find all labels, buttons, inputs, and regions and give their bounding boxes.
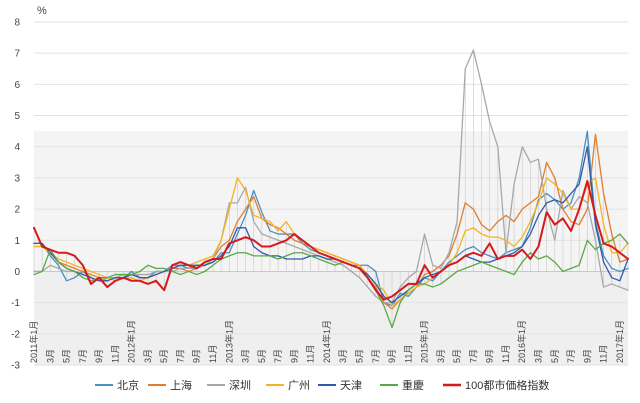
x-tick-label: 2014年1月	[321, 320, 332, 363]
y-tick-label: -1	[11, 298, 20, 309]
x-tick-label: 3月	[45, 349, 55, 363]
series-layer	[33, 49, 629, 329]
y-tick-label: 6	[14, 80, 20, 91]
x-tick-label: 7月	[78, 349, 88, 363]
y-tick-label: 1	[14, 236, 20, 247]
legend: 北京 上海 深圳 广州 天津 重慶 100都市価格指数	[95, 378, 549, 392]
x-tick-label: 9月	[387, 349, 397, 363]
shaded-positive-band	[34, 131, 628, 272]
legend-label: 重慶	[402, 378, 424, 392]
x-tick-label: 5月	[257, 349, 267, 363]
grid-layer	[34, 21, 628, 366]
y-tick-label: 5	[14, 111, 20, 122]
x-tick-label: 5月	[62, 349, 72, 363]
x-tick-label: 2012年1月	[126, 320, 137, 363]
y-tick-label: -2	[11, 329, 20, 340]
y-tick-label: 0	[14, 267, 20, 278]
x-tick-label: 11月	[306, 345, 316, 363]
legend-label: 100都市価格指数	[465, 378, 549, 392]
x-tick-label: 2011年1月	[28, 321, 39, 363]
x-tick-label: 7月	[566, 349, 576, 363]
x-axis: 2011年1月 3月 5月 7月 9月 11月 2012年1月 3月 5月 7月 9月 11月 2013…	[28, 320, 625, 363]
x-tick-label: 2013年1月	[223, 320, 234, 363]
x-tick-label: 3月	[533, 349, 543, 363]
x-tick-label: 3月	[338, 349, 348, 363]
y-tick-label: 8	[14, 18, 20, 29]
x-tick-label: 9月	[289, 349, 299, 363]
x-tick-label: 11月	[208, 345, 218, 363]
x-tick-label: 3月	[436, 349, 446, 363]
x-tick-label: 9月	[485, 349, 495, 363]
y-tick-label: 2	[14, 205, 20, 216]
y-tick-label: 3	[14, 173, 20, 184]
x-tick-label: 7月	[273, 349, 283, 363]
legend-label: 广州	[288, 379, 310, 392]
x-tick-label: 9月	[582, 349, 592, 363]
x-tick-label: 5月	[452, 349, 462, 363]
x-tick-label: 11月	[599, 345, 609, 363]
plot-background	[34, 131, 628, 365]
x-tick-label: 5月	[354, 349, 364, 363]
series-line-4	[33, 146, 629, 304]
x-tick-label: 3月	[143, 349, 153, 363]
x-tick-label: 5月	[159, 349, 169, 363]
x-tick-label: 5月	[550, 349, 560, 363]
x-tick-label: 2015年1月	[419, 320, 430, 363]
legend-label: 深圳	[229, 379, 251, 392]
x-tick-label: 9月	[192, 349, 202, 363]
series-line-6	[33, 180, 629, 301]
series-line-3	[33, 177, 629, 307]
x-tick-label: 3月	[241, 349, 251, 363]
legend-label: 上海	[170, 378, 192, 392]
x-tick-label: 7月	[371, 349, 381, 363]
x-tick-label: 7月	[175, 349, 185, 363]
x-tick-label: 2016年1月	[516, 320, 527, 363]
shaded-negative-band	[34, 271, 628, 365]
series-line-5	[33, 233, 629, 329]
y-tick-label: 7	[14, 49, 20, 60]
x-tick-label: 11月	[110, 345, 120, 363]
y-tick-label: 4	[14, 142, 20, 153]
legend-label: 天津	[340, 379, 362, 392]
x-tick-label: 11月	[501, 345, 511, 363]
legend-label: 北京	[117, 378, 139, 392]
y-axis: -3 -2 -1 0 1 2 3 4 5 6 7 8	[11, 18, 20, 372]
y-axis-unit-label: %	[37, 5, 47, 17]
x-tick-label: 11月	[403, 345, 413, 363]
x-tick-label: 7月	[468, 349, 478, 363]
y-tick-label: -3	[11, 361, 20, 372]
x-tick-label: 2017年1月	[614, 320, 625, 363]
x-tick-label: 9月	[94, 349, 104, 363]
